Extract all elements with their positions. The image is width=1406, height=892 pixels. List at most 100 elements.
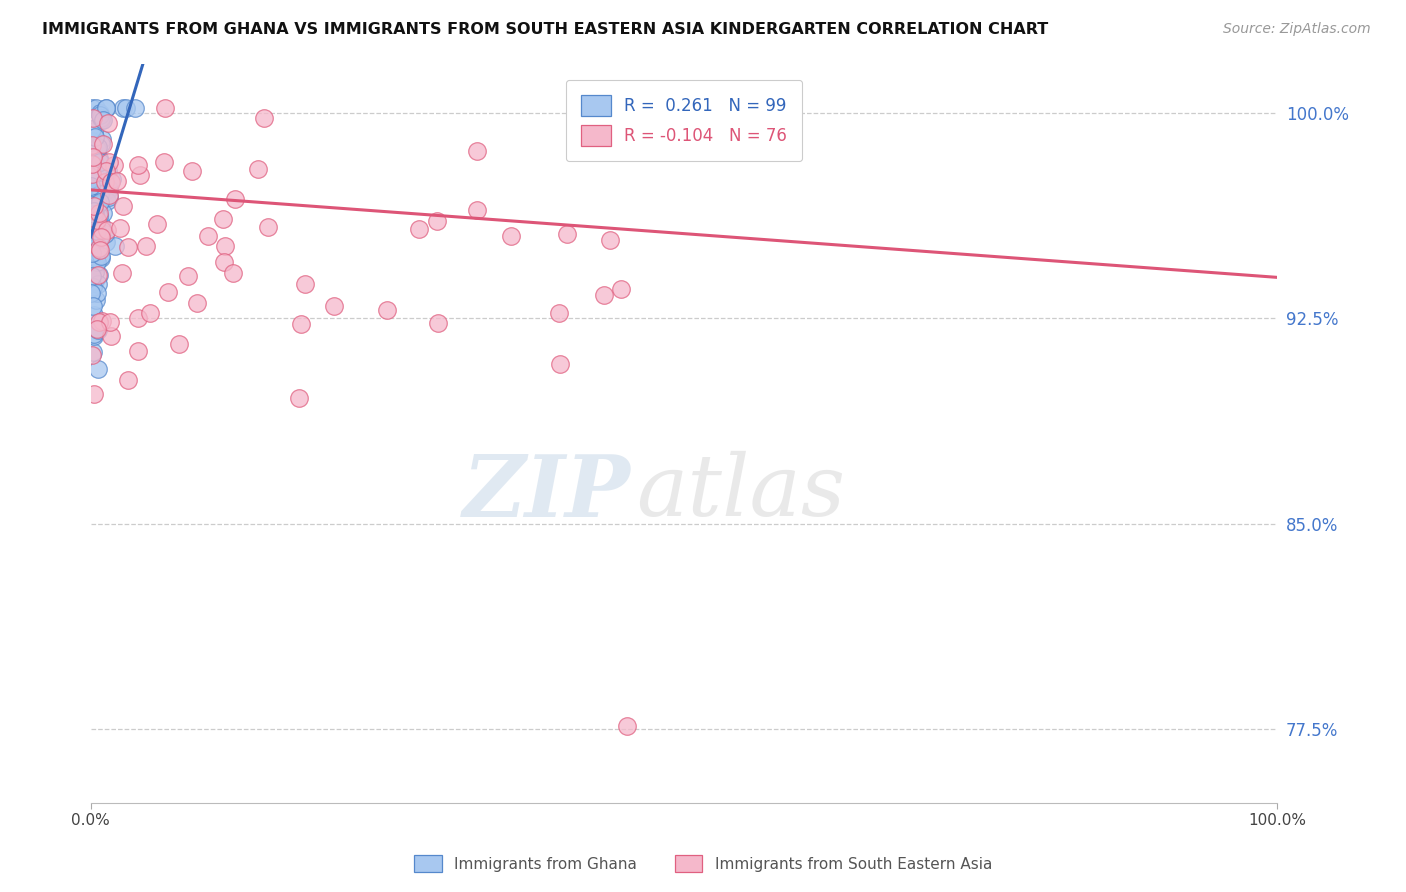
Point bbox=[82, 280, 104, 294]
Point bbox=[91, 223, 114, 237]
Point bbox=[82, 199, 104, 213]
Point bbox=[599, 233, 621, 247]
Point bbox=[83, 245, 105, 260]
Point bbox=[103, 158, 125, 172]
Point bbox=[83, 326, 105, 341]
Point bbox=[96, 223, 118, 237]
Point bbox=[87, 197, 110, 211]
Point bbox=[127, 310, 149, 325]
Point bbox=[80, 286, 103, 301]
Point bbox=[90, 131, 112, 145]
Point bbox=[89, 243, 111, 257]
Point bbox=[89, 230, 111, 244]
Point bbox=[212, 255, 235, 269]
Point bbox=[83, 123, 105, 137]
Point bbox=[83, 207, 105, 221]
Point bbox=[89, 195, 111, 210]
Point bbox=[84, 258, 107, 272]
Point bbox=[84, 293, 107, 307]
Point bbox=[211, 212, 233, 227]
Point bbox=[84, 219, 107, 234]
Point bbox=[224, 192, 246, 206]
Point bbox=[83, 242, 105, 256]
Point bbox=[294, 277, 316, 291]
Point bbox=[246, 162, 269, 177]
Point bbox=[100, 329, 122, 343]
Point bbox=[103, 239, 125, 253]
Point bbox=[610, 282, 633, 296]
Point bbox=[197, 228, 219, 243]
Point bbox=[111, 199, 134, 213]
Point bbox=[222, 266, 245, 280]
Point bbox=[94, 101, 117, 115]
Point bbox=[87, 194, 110, 209]
Point bbox=[83, 198, 105, 212]
Point bbox=[139, 306, 162, 320]
Point bbox=[101, 172, 124, 186]
Legend: R =  0.261   N = 99, R = -0.104   N = 76: R = 0.261 N = 99, R = -0.104 N = 76 bbox=[567, 79, 803, 161]
Point bbox=[84, 189, 107, 203]
Point bbox=[84, 260, 107, 274]
Text: ZIP: ZIP bbox=[463, 450, 631, 534]
Point bbox=[87, 240, 110, 254]
Point bbox=[465, 144, 488, 158]
Point bbox=[98, 188, 121, 202]
Point bbox=[82, 111, 104, 125]
Point bbox=[89, 169, 111, 184]
Point bbox=[548, 306, 571, 320]
Point bbox=[548, 357, 571, 371]
Point bbox=[86, 322, 108, 336]
Point bbox=[91, 206, 114, 220]
Point bbox=[80, 230, 103, 244]
Point bbox=[83, 308, 105, 322]
Point bbox=[84, 186, 107, 200]
Point bbox=[80, 245, 103, 260]
Point bbox=[557, 227, 579, 241]
Point bbox=[87, 140, 110, 154]
Point bbox=[87, 151, 110, 165]
Point bbox=[90, 251, 112, 265]
Point bbox=[82, 134, 104, 148]
Point bbox=[90, 136, 112, 151]
Point bbox=[80, 236, 103, 251]
Point bbox=[83, 199, 105, 213]
Point bbox=[83, 217, 105, 231]
Y-axis label: Kindergarten: Kindergarten bbox=[0, 379, 8, 487]
Point bbox=[80, 138, 103, 153]
Point bbox=[97, 190, 120, 204]
Point bbox=[408, 221, 430, 235]
Point bbox=[80, 198, 103, 212]
Point bbox=[127, 158, 149, 172]
Point bbox=[86, 101, 108, 115]
Point bbox=[153, 155, 176, 169]
Point bbox=[80, 169, 103, 184]
Point bbox=[86, 205, 108, 219]
Point bbox=[97, 164, 120, 178]
Point bbox=[112, 101, 135, 115]
Point bbox=[127, 343, 149, 358]
Point bbox=[288, 391, 311, 405]
Point bbox=[83, 130, 105, 145]
Point bbox=[97, 116, 120, 130]
Point bbox=[253, 111, 276, 125]
Point bbox=[83, 329, 105, 343]
Point bbox=[89, 185, 111, 199]
Point bbox=[87, 209, 110, 223]
Point bbox=[91, 112, 114, 127]
Point bbox=[90, 217, 112, 231]
Point bbox=[86, 286, 108, 301]
Point bbox=[86, 268, 108, 283]
Point bbox=[86, 255, 108, 269]
Point bbox=[98, 155, 121, 169]
Point bbox=[108, 221, 131, 235]
Text: Source: ZipAtlas.com: Source: ZipAtlas.com bbox=[1223, 22, 1371, 37]
Point bbox=[98, 182, 121, 196]
Point bbox=[96, 163, 118, 178]
Point bbox=[82, 260, 104, 274]
Point bbox=[87, 199, 110, 213]
Point bbox=[90, 314, 112, 328]
Point bbox=[82, 262, 104, 277]
Point bbox=[157, 285, 180, 299]
Point bbox=[87, 205, 110, 219]
Point bbox=[84, 264, 107, 278]
